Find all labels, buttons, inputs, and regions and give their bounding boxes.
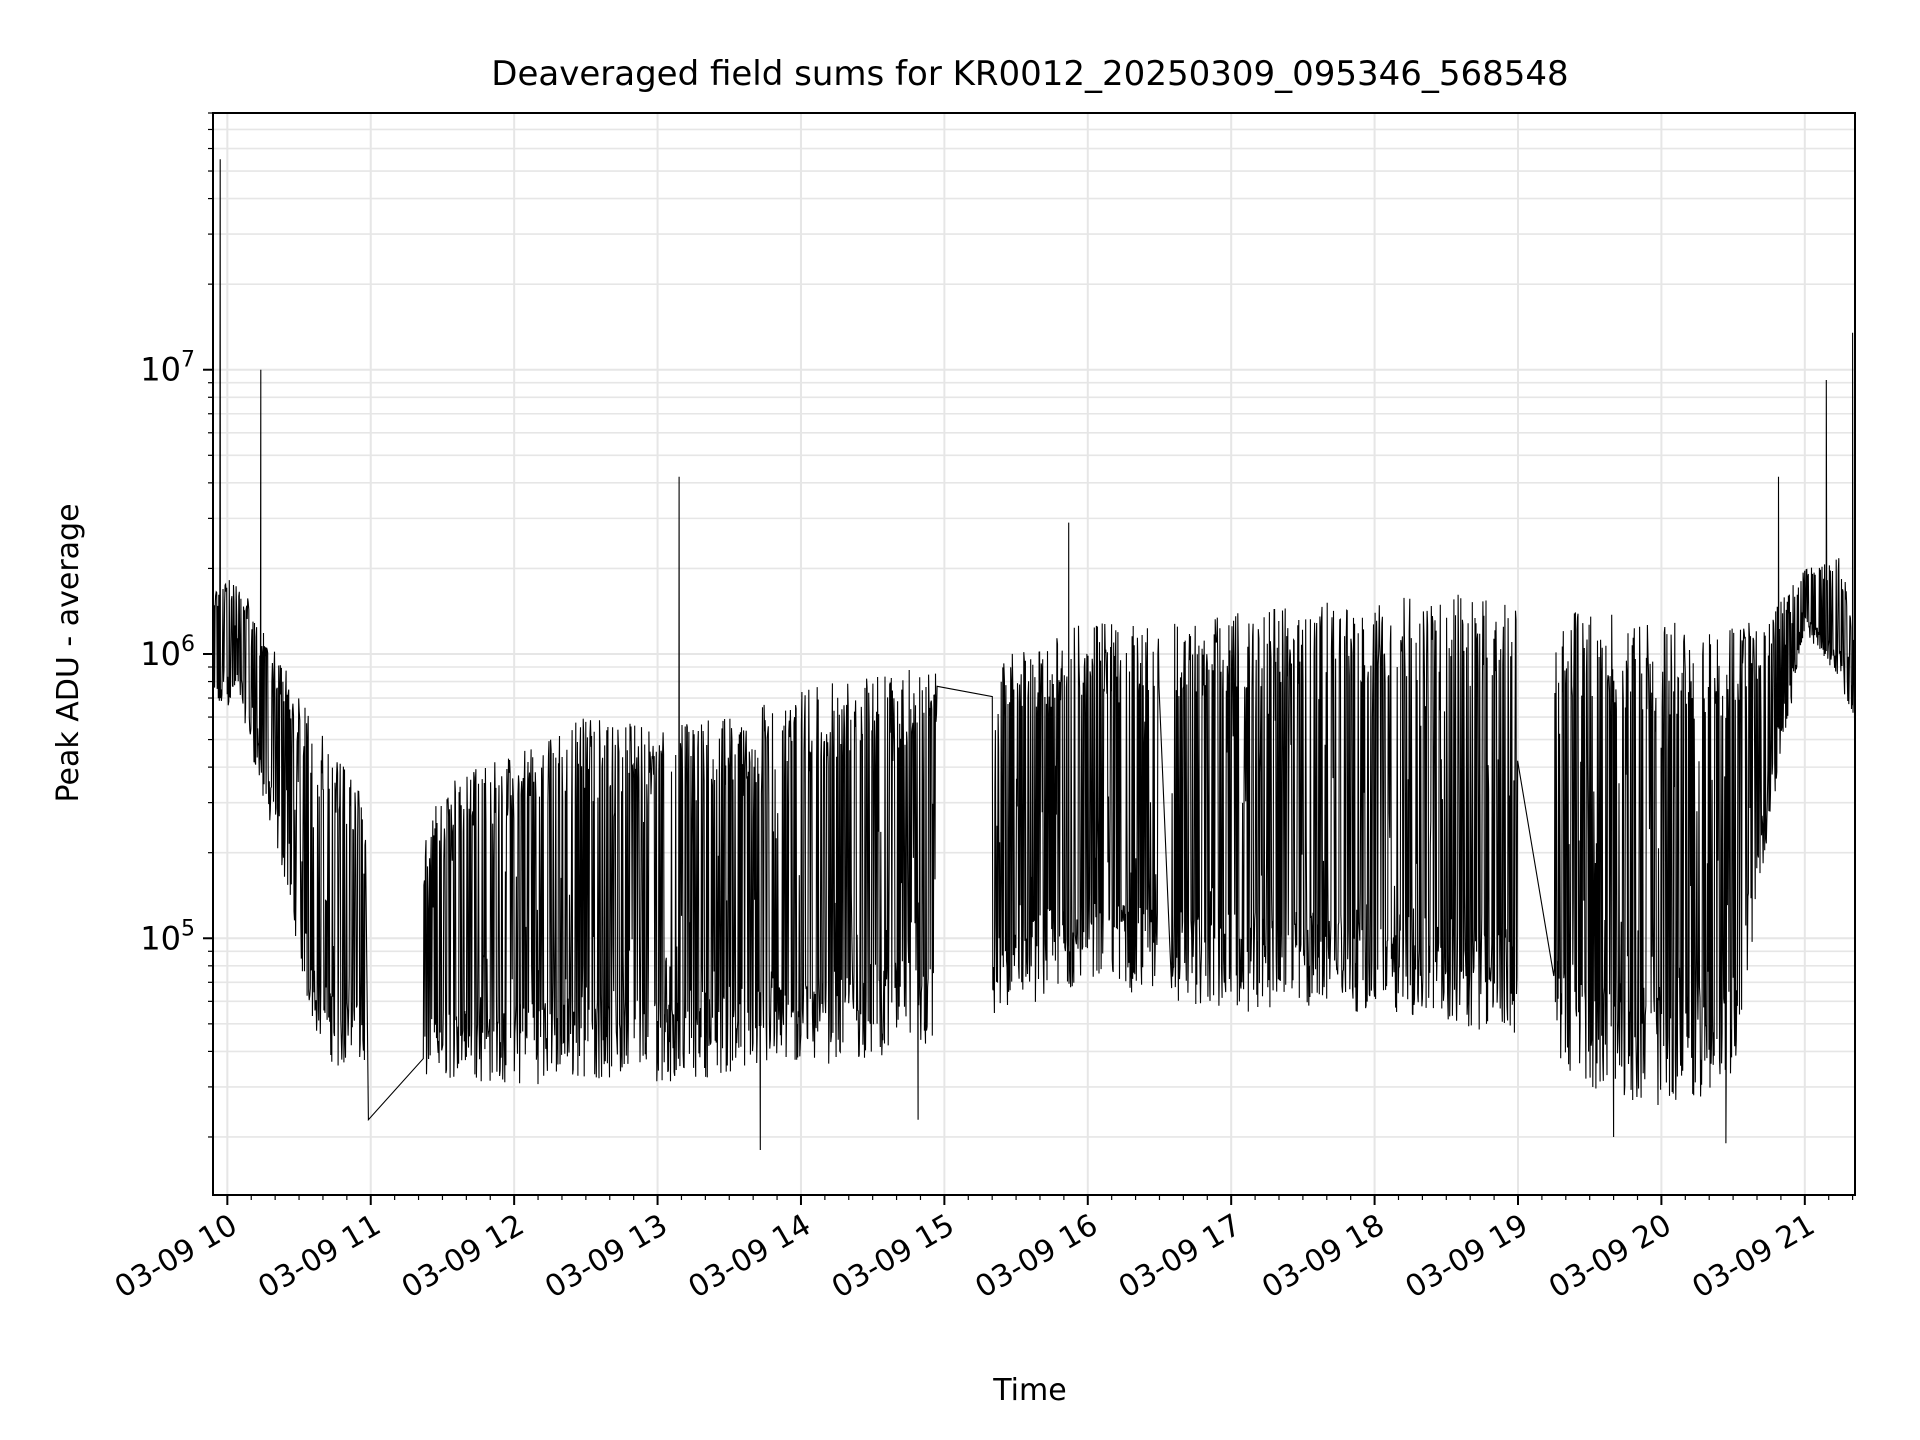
data-series [213, 159, 1855, 1151]
peak-adu-series-line [213, 159, 1855, 1151]
y-axis-label: Peak ADU - average [51, 503, 86, 802]
y-axis: 105 106 107 [140, 112, 213, 1138]
y-tick-label: 105 [140, 916, 195, 957]
x-axis-label: Time [992, 1373, 1066, 1408]
chart-title: Deaveraged field sums for KR0012_2025030… [491, 54, 1568, 94]
y-tick-label: 106 [140, 632, 195, 673]
y-tick-label: 107 [140, 348, 195, 389]
